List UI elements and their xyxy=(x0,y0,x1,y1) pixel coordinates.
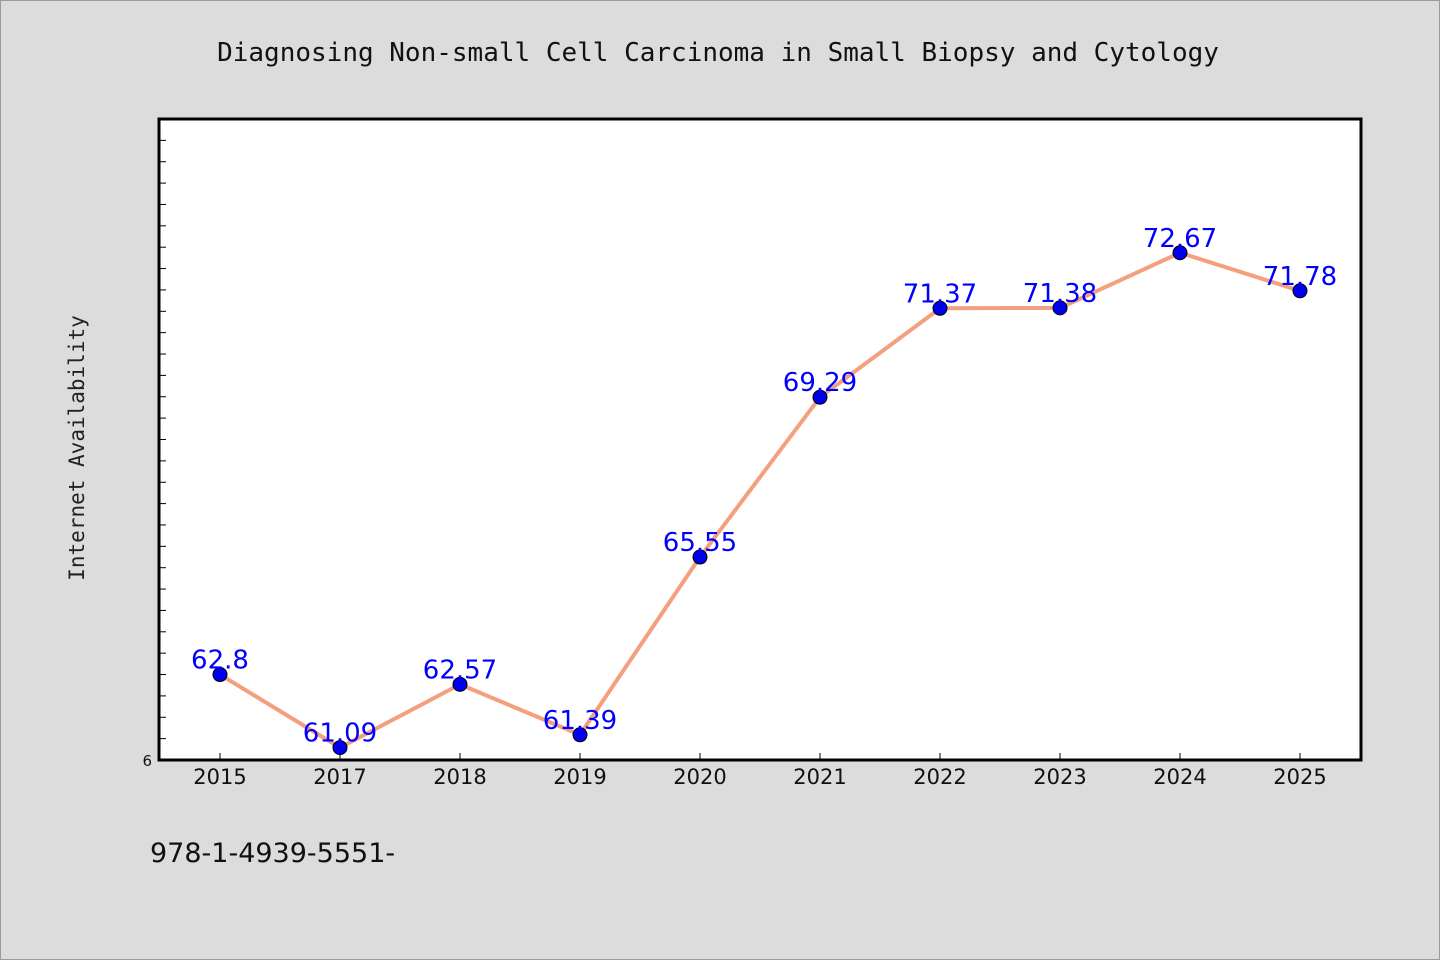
data-point xyxy=(1172,245,1188,261)
data-point xyxy=(932,300,948,316)
data-label: 72.67 xyxy=(1143,224,1217,254)
data-label: 71.38 xyxy=(1023,279,1097,309)
chart-title: Diagnosing Non-small Cell Carcinoma in S… xyxy=(217,38,1219,68)
y-ticks xyxy=(159,139,166,740)
x-tick-label: 2021 xyxy=(793,765,846,789)
x-tick-label: 2015 xyxy=(193,765,246,789)
y-tick-label: 6 xyxy=(142,752,152,770)
data-point xyxy=(812,389,828,405)
data-label: 71.78 xyxy=(1263,262,1337,292)
data-label: 69.29 xyxy=(783,368,857,398)
data-point xyxy=(572,727,588,743)
x-tick-label: 2017 xyxy=(313,765,366,789)
data-point xyxy=(212,667,228,683)
x-tick-label: 2018 xyxy=(433,765,486,789)
x-ticks: 2015 2017 2018 2019 2020 2021 2022 2023 2024 2025 xyxy=(193,753,1327,789)
x-tick-label: 2019 xyxy=(553,765,606,789)
series-line xyxy=(218,250,1301,750)
data-label: 61.39 xyxy=(543,706,617,736)
x-tick-label: 2022 xyxy=(913,765,966,789)
data-label: 62.8 xyxy=(191,646,249,676)
data-point xyxy=(1292,283,1308,299)
data-label: 62.57 xyxy=(423,655,497,685)
data-label: 61.09 xyxy=(303,719,377,749)
data-labels: 62.8 61.09 62.57 61.39 65.55 69.29 71.37 71.38 7… xyxy=(191,224,1337,749)
footer-code: 978-1-4939-5551- xyxy=(150,838,395,869)
data-point xyxy=(452,676,468,692)
x-tick-label: 2020 xyxy=(673,765,726,789)
x-tick-label: 2023 xyxy=(1033,765,1086,789)
data-label: 71.37 xyxy=(903,279,977,309)
data-point xyxy=(1052,300,1068,316)
plot-area xyxy=(157,117,1363,762)
x-tick-label: 2024 xyxy=(1153,765,1206,789)
data-point xyxy=(332,740,348,756)
data-label: 65.55 xyxy=(663,528,737,558)
y-axis-label: Internet Availability xyxy=(65,315,89,581)
data-point xyxy=(692,549,708,565)
data-markers xyxy=(212,245,1308,756)
x-tick-label: 2025 xyxy=(1273,765,1326,789)
